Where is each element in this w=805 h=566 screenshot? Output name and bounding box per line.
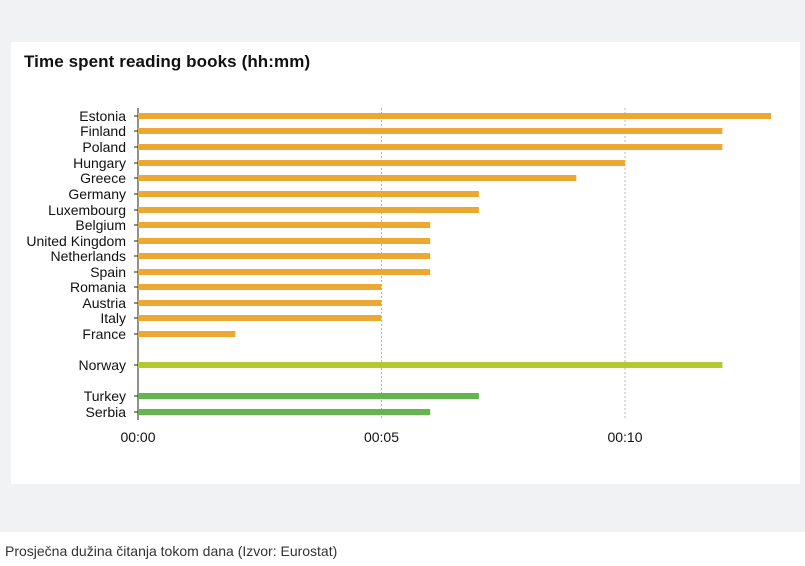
- bar-norway: [138, 362, 723, 368]
- bar-france: [138, 331, 236, 337]
- category-label: Hungary: [73, 155, 126, 171]
- bars: [138, 113, 772, 415]
- bar-united-kingdom: [138, 238, 431, 244]
- bar-poland: [138, 144, 723, 150]
- category-label: Estonia: [79, 108, 126, 124]
- bar-finland: [138, 128, 723, 134]
- category-label: Finland: [80, 123, 126, 139]
- category-label: France: [82, 326, 126, 342]
- bar-greece: [138, 175, 577, 181]
- chart-title: Time spent reading books (hh:mm): [24, 52, 311, 71]
- bar-estonia: [138, 113, 772, 119]
- bar-spain: [138, 269, 431, 275]
- category-label: Poland: [82, 139, 126, 155]
- figure-caption: Prosječna dužina čitanja tokom dana (Izv…: [5, 543, 338, 559]
- bar-italy: [138, 315, 382, 321]
- x-tick-label: 00:10: [607, 429, 642, 445]
- category-label: Spain: [90, 264, 126, 280]
- category-label: Italy: [100, 310, 126, 326]
- bar-belgium: [138, 222, 431, 228]
- x-axis-ticks: 00:00 00:05 00:10: [120, 429, 642, 445]
- bar-hungary: [138, 160, 625, 166]
- category-label: Turkey: [84, 388, 126, 404]
- category-label: United Kingdom: [26, 233, 126, 249]
- category-axis: [134, 108, 139, 420]
- bar-serbia: [138, 409, 431, 415]
- x-tick-label: 00:05: [364, 429, 399, 445]
- category-label: Norway: [79, 357, 126, 373]
- gridlines: [381, 108, 626, 420]
- bar-austria: [138, 300, 382, 306]
- category-label: Germany: [68, 186, 126, 202]
- category-label: Belgium: [75, 217, 126, 233]
- category-label: Netherlands: [51, 248, 127, 264]
- category-label: Austria: [82, 295, 126, 311]
- category-label: Serbia: [86, 404, 127, 420]
- bar-chart: EstoniaFinlandPolandHungaryGreeceGermany…: [26, 108, 772, 445]
- category-label: Romania: [70, 279, 126, 295]
- bar-germany: [138, 191, 479, 197]
- category-label: Greece: [80, 170, 126, 186]
- bar-netherlands: [138, 253, 431, 259]
- bar-romania: [138, 284, 382, 290]
- category-label: Luxembourg: [48, 202, 126, 218]
- x-tick-label: 00:00: [120, 429, 155, 445]
- category-labels: EstoniaFinlandPolandHungaryGreeceGermany…: [26, 108, 126, 420]
- bar-luxembourg: [138, 207, 479, 213]
- bar-turkey: [138, 393, 479, 399]
